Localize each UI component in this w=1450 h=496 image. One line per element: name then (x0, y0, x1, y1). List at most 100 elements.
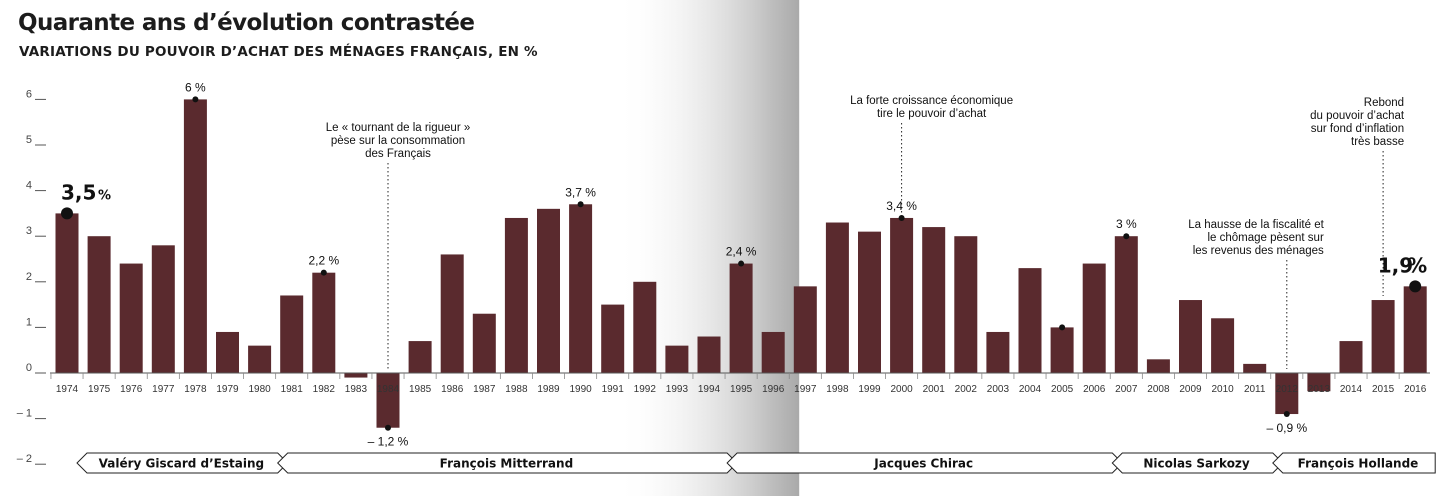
bar-1992 (633, 281, 657, 373)
annotation-line: pèse sur la consommation (331, 135, 465, 147)
value-label-1990: 3,7 % (565, 185, 596, 199)
bar-2008 (1146, 359, 1170, 373)
bar-2005 (1050, 327, 1074, 373)
y-tick-label: 0 (26, 362, 32, 374)
x-tick-label-1985: 1985 (409, 384, 432, 395)
bar-1996 (761, 331, 785, 373)
bar-1988 (504, 217, 528, 373)
annotation-line: du pouvoir d’achat (1310, 110, 1405, 122)
value-label-1978: 6 % (185, 80, 206, 94)
bar-1989 (537, 208, 560, 373)
x-tick-label-1986: 1986 (441, 384, 464, 395)
x-tick-label-1993: 1993 (666, 384, 689, 395)
x-tick-label-2012: 2012 (1276, 384, 1299, 395)
x-tick-label-2005: 2005 (1051, 384, 1074, 395)
x-tick-label-1977: 1977 (152, 384, 175, 395)
x-tick-label-1987: 1987 (473, 384, 496, 395)
value-label-2012: – 0,9 % (1266, 421, 1307, 435)
bar-2004 (1018, 268, 1042, 373)
annotation-line: Rebond (1364, 97, 1404, 109)
value-label-unit-1974: % (98, 188, 111, 203)
x-tick-label-1981: 1981 (281, 384, 304, 395)
bar-2013 (1307, 373, 1331, 392)
x-tick-label-1978: 1978 (184, 384, 207, 395)
x-tick-label-1984: 1984 (377, 384, 400, 395)
bar-1990 (569, 204, 593, 373)
x-tick-label-2014: 2014 (1340, 384, 1363, 395)
chart-title: Quarante ans d’évolution contrastée (18, 10, 475, 36)
x-tick-label-2007: 2007 (1115, 384, 1138, 395)
x-tick-label-1982: 1982 (313, 384, 336, 395)
x-tick-label-1976: 1976 (120, 384, 143, 395)
bar-1998 (825, 222, 849, 373)
bar-1994 (697, 336, 721, 373)
bar-2012 (1275, 373, 1299, 415)
bar-1980 (248, 345, 272, 373)
x-tick-label-1995: 1995 (730, 384, 753, 395)
y-tick-label: 5 (26, 134, 32, 146)
y-tick-label: 1 (26, 316, 32, 328)
bar-1991 (601, 304, 625, 373)
value-label-1995: 2,4 % (726, 245, 757, 259)
president-label: François Mitterrand (440, 457, 574, 471)
president-label: Jacques Chirac (873, 457, 973, 471)
value-label-1984: – 1,2 % (368, 435, 409, 449)
marker-1990 (577, 201, 584, 208)
bar-1974 (55, 213, 79, 373)
value-label-2016: 1,9 (1378, 253, 1413, 277)
x-tick-label-2002: 2002 (955, 384, 978, 395)
marker-1995 (738, 260, 745, 267)
x-tick-label-1991: 1991 (602, 384, 625, 395)
y-tick-label: – 1 (17, 408, 32, 420)
bar-1981 (280, 295, 304, 373)
bar-2014 (1339, 341, 1363, 373)
annotation-line: La hausse de la fiscalité et (1188, 219, 1324, 231)
president-arrow (276, 452, 738, 474)
x-tick-label-1975: 1975 (88, 384, 111, 395)
bar-1978 (183, 99, 207, 374)
president-label: François Hollande (1298, 457, 1419, 471)
x-tick-label-2013: 2013 (1308, 384, 1331, 395)
president-3: Nicolas Sarkozy (1111, 452, 1284, 474)
marker-1982 (320, 269, 327, 276)
x-tick-label-1994: 1994 (698, 384, 721, 395)
marker-2012 (1283, 411, 1290, 418)
bar-1999 (858, 231, 881, 373)
x-tick-label-2003: 2003 (987, 384, 1010, 395)
x-tick-label-1997: 1997 (794, 384, 817, 395)
marker-2016 (1409, 280, 1422, 293)
annotation-line: La forte croissance économique (850, 95, 1013, 107)
marker-1978 (192, 96, 199, 103)
bar-2010 (1211, 318, 1235, 373)
marker-2000 (898, 214, 905, 221)
bar-1983 (344, 373, 368, 378)
annotation-line: le chômage pèsent sur (1207, 232, 1324, 244)
y-tick-label: 3 (26, 225, 32, 237)
x-tick-label-1992: 1992 (634, 384, 657, 395)
president-1: François Mitterrand (276, 452, 738, 474)
annotation-1984: Le « tournant de la rigueur »pèse sur la… (326, 122, 470, 369)
marker-1984 (385, 424, 391, 431)
shaded-period (615, 0, 800, 496)
x-tick-label-1996: 1996 (762, 384, 785, 395)
president-label: Nicolas Sarkozy (1143, 457, 1250, 471)
bar-2011 (1243, 363, 1267, 373)
bar-1997 (793, 286, 817, 373)
x-tick-label-2000: 2000 (890, 384, 913, 395)
annotation-line: tire le pouvoir d’achat (877, 108, 987, 120)
bar-2016 (1403, 286, 1427, 373)
y-tick-label: 6 (26, 88, 32, 100)
y-tick-label: – 2 (17, 453, 32, 465)
x-tick-label-2015: 2015 (1372, 384, 1395, 395)
annotation-line: les revenus des ménages (1193, 245, 1324, 257)
x-tick-label-2006: 2006 (1083, 384, 1106, 395)
chart-subtitle: VARIATIONS DU POUVOIR D’ACHAT DES MÉNAGE… (19, 44, 538, 60)
value-label-unit-2016: % (1407, 253, 1427, 277)
x-tick-label-1979: 1979 (216, 384, 239, 395)
x-tick-label-1999: 1999 (858, 384, 881, 395)
president-arrow (1272, 452, 1436, 474)
x-tick-label-2010: 2010 (1211, 384, 1234, 395)
president-arrow (726, 452, 1124, 474)
marker-2005 (1059, 324, 1066, 331)
